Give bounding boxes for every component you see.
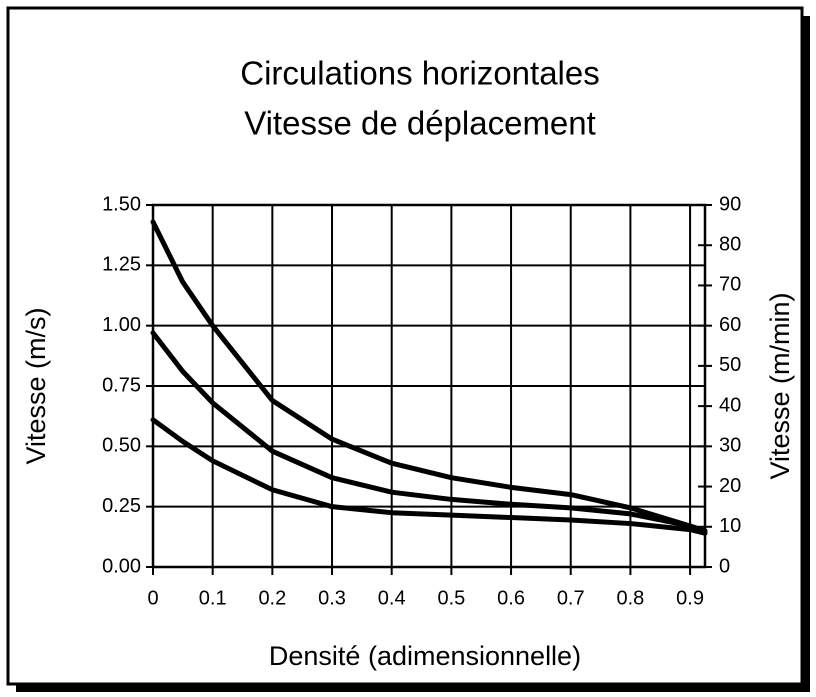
y2-tick-label: 0: [719, 555, 730, 577]
x-tick-label: 0.7: [557, 587, 585, 609]
y2-axis-label: Vitesse (m/min): [765, 292, 795, 479]
x-tick-label: 0.6: [497, 587, 525, 609]
y2-tick-label: 60: [719, 314, 741, 336]
y2-tick-label: 90: [719, 193, 741, 215]
x-tick-label: 0.1: [199, 587, 227, 609]
x-tick-label: 0: [147, 587, 158, 609]
y-tick-label: 0.25: [102, 495, 141, 517]
x-tick-label: 0.3: [318, 587, 346, 609]
series-line: [150, 417, 708, 536]
y-tick-label: 0.75: [102, 374, 141, 396]
y2-tick-label: 80: [719, 234, 741, 256]
x-tick-label: 0.4: [378, 587, 406, 609]
y-tick-label: 0.00: [102, 555, 141, 577]
y2-tick-label: 10: [719, 515, 741, 537]
y-tick-label: 0.50: [102, 435, 141, 457]
x-tick-label: 0.2: [258, 587, 286, 609]
y-axis-label: Vitesse (m/s): [21, 307, 51, 464]
x-tick-label: 0.5: [437, 587, 465, 609]
y-tick-label: 1.25: [102, 254, 141, 276]
chart-subtitle: Vitesse de déplacement: [244, 105, 596, 142]
y2-tick-label: 50: [719, 354, 741, 376]
x-tick-label: 0.8: [616, 587, 644, 609]
y-tick-label: 1.50: [102, 193, 141, 215]
chart-title: Circulations horizontales: [240, 55, 600, 92]
y2-tick-label: 70: [719, 274, 741, 296]
frame: [6, 6, 804, 686]
x-axis-label: Densité (adimensionnelle): [269, 641, 581, 671]
series-line: [150, 219, 708, 536]
series-line: [150, 330, 708, 534]
y2-tick-label: 40: [719, 394, 741, 416]
y-tick-label: 1.00: [102, 314, 141, 336]
y2-tick-label: 20: [719, 475, 741, 497]
y2-tick-label: 30: [719, 435, 741, 457]
x-tick-label: 0.9: [676, 587, 704, 609]
